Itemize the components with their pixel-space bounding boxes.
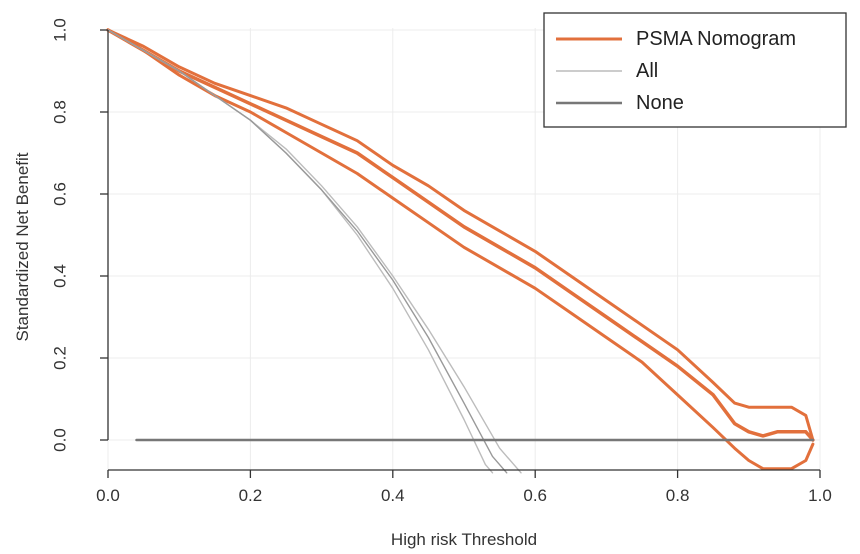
x-axis-ticks: 0.0 0.2 0.4 0.6 0.8 1.0	[96, 470, 832, 505]
y-tick-label: 0.2	[51, 346, 70, 370]
y-tick-label: 0.4	[51, 264, 70, 288]
y-tick-label: 0.8	[51, 100, 70, 124]
x-tick-label: 0.4	[381, 486, 405, 505]
legend-label: None	[636, 92, 684, 114]
series-line-all-0	[107, 29, 522, 474]
x-tick-label: 1.0	[808, 486, 832, 505]
y-tick-label: 0.0	[51, 428, 70, 452]
series-line-psma-nomogram-upper	[106, 28, 815, 442]
legend-label: PSMA Nomogram	[636, 28, 796, 50]
series-line-all-2	[107, 29, 508, 474]
y-tick-label: 1.0	[51, 18, 70, 42]
y-axis-label: Standardized Net Benefit	[13, 152, 32, 341]
x-tick-label: 0.6	[523, 486, 547, 505]
x-tick-label: 0.0	[96, 486, 120, 505]
series-line-psma-nomogram-estimate	[106, 28, 815, 442]
y-tick-label: 0.6	[51, 182, 70, 206]
axes	[107, 30, 820, 471]
x-tick-label: 0.2	[239, 486, 263, 505]
series-layer	[106, 28, 815, 474]
x-tick-label: 0.8	[666, 486, 690, 505]
y-axis-ticks: 0.0 0.2 0.4 0.6 0.8 1.0	[51, 18, 108, 452]
x-axis-label: High risk Threshold	[391, 530, 537, 549]
series-line-all-1	[107, 29, 494, 474]
series-line-psma-nomogram-lower	[106, 28, 815, 471]
legend-label: All	[636, 60, 658, 82]
legend-box	[543, 12, 847, 128]
legend: PSMA Nomogram All None	[543, 12, 847, 128]
